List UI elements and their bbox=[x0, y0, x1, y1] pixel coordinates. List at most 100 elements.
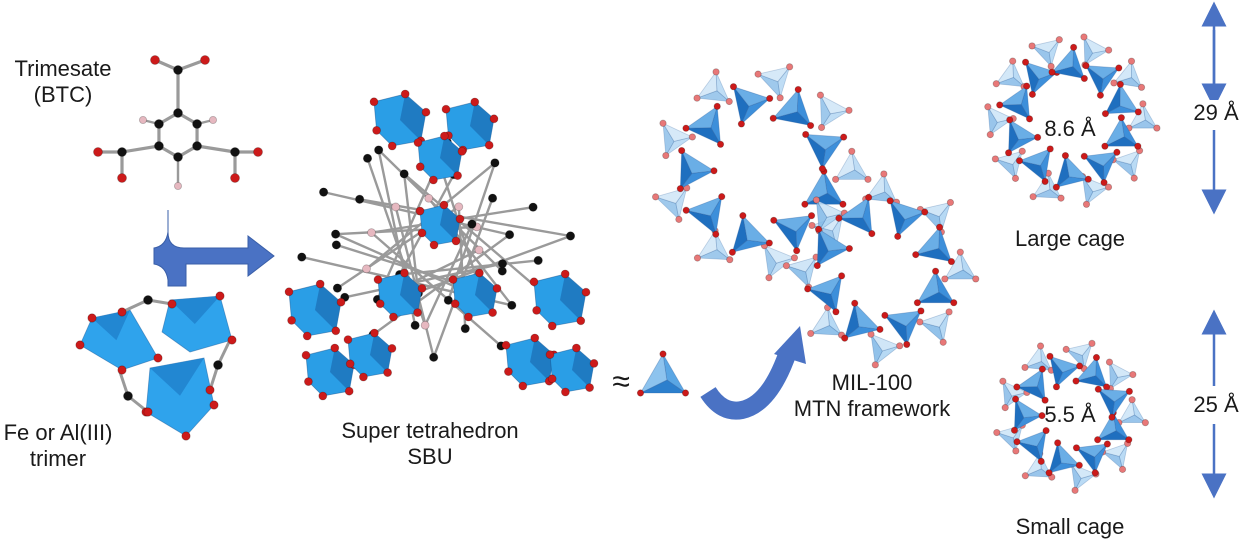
oxygen-atom bbox=[545, 350, 555, 360]
carbon-atom bbox=[297, 252, 307, 262]
oxygen-atom bbox=[1091, 469, 1099, 477]
oxygen-atom bbox=[153, 353, 163, 363]
oxygen-atom bbox=[1080, 152, 1088, 160]
tetrahedron-face bbox=[1084, 65, 1120, 80]
tetrahedron-face bbox=[1051, 66, 1086, 80]
tetrahedron-face bbox=[1015, 429, 1048, 447]
oxygen-atom bbox=[585, 383, 594, 393]
tetrahedron-face bbox=[1082, 151, 1119, 167]
tetrahedron-face bbox=[817, 228, 851, 252]
carbon-atom bbox=[154, 141, 164, 151]
oxygen-atom bbox=[991, 155, 999, 163]
curved-arrow-icon bbox=[700, 326, 806, 420]
oxygen-atom bbox=[945, 308, 953, 316]
oxygen-atom bbox=[470, 97, 480, 107]
oxygen-atom bbox=[75, 340, 85, 350]
tetrahedron-face bbox=[1023, 344, 1042, 369]
oxygen-atom bbox=[802, 130, 810, 139]
oxygen-atom bbox=[451, 236, 461, 246]
oxygen-atom bbox=[845, 244, 854, 253]
oxygen-atom bbox=[345, 359, 355, 369]
oxygen-atom bbox=[662, 151, 670, 160]
small-cage-size-label: 25 Å bbox=[1188, 392, 1244, 418]
oxygen-atom bbox=[814, 225, 823, 233]
oxygen-atom bbox=[415, 206, 425, 216]
tetrahedron-face bbox=[731, 215, 748, 254]
tetrahedron-face bbox=[1050, 46, 1075, 73]
carbon-atom bbox=[443, 295, 453, 305]
oxygen-atom bbox=[1105, 358, 1114, 366]
oxygen-atom bbox=[818, 165, 826, 173]
oxygen-atom bbox=[1102, 383, 1111, 391]
oxygen-atom bbox=[739, 212, 747, 220]
carbon-atom bbox=[374, 145, 384, 155]
oxygen-atom bbox=[518, 381, 528, 391]
oxygen-atom bbox=[1038, 365, 1046, 373]
oxygen-atom bbox=[474, 268, 484, 278]
oxygen-atom bbox=[1134, 142, 1142, 150]
tetrahedron-face bbox=[889, 200, 926, 220]
oxygen-atom bbox=[1015, 157, 1024, 165]
oxygen-atom bbox=[675, 215, 683, 223]
oxygen-atom bbox=[143, 407, 153, 417]
oxygen-atom bbox=[807, 329, 815, 338]
oxygen-atom bbox=[547, 374, 557, 384]
oxygen-atom bbox=[894, 232, 902, 240]
oxygen-atom bbox=[678, 146, 686, 155]
oxygen-atom bbox=[417, 283, 427, 293]
oxygen-atom bbox=[561, 387, 570, 397]
oxygen-atom bbox=[921, 208, 929, 216]
octahedron-face bbox=[315, 284, 341, 331]
oxygen-atom bbox=[766, 94, 774, 103]
tetrahedron-face bbox=[837, 196, 870, 219]
oxygen-atom bbox=[713, 102, 721, 110]
tetrahedron-face bbox=[696, 229, 718, 259]
oxygen-atom bbox=[399, 268, 409, 278]
oxygen-atom bbox=[413, 138, 423, 148]
oxygen-atom bbox=[807, 121, 815, 130]
tetrahedron-face bbox=[654, 187, 688, 204]
large-pore-size-label: 8.6 Å bbox=[1044, 116, 1096, 141]
mtn-framework bbox=[651, 63, 980, 369]
tetrahedron-face bbox=[1112, 60, 1132, 84]
oxygen-atom bbox=[589, 358, 599, 368]
trimesate-label: Trimesate (BTC) bbox=[14, 56, 112, 107]
oxygen-atom bbox=[1042, 426, 1050, 435]
oxygen-atom bbox=[845, 106, 853, 114]
carbon-atom bbox=[533, 255, 543, 266]
tetrahedron-face bbox=[935, 270, 955, 304]
super-tetrahedron-label: Super tetrahedron SBU bbox=[341, 418, 519, 469]
tetrahedron-face bbox=[1064, 154, 1090, 180]
oxygen-atom bbox=[1071, 486, 1079, 494]
oxygen-atom bbox=[331, 326, 341, 336]
tetrahedron-face bbox=[1101, 442, 1129, 457]
tetrahedron-face bbox=[1057, 441, 1081, 466]
oxygen-atom bbox=[1101, 142, 1109, 150]
oxygen-atom bbox=[1013, 438, 1021, 446]
carbon-atom bbox=[319, 187, 329, 197]
oxygen-atom bbox=[840, 133, 848, 141]
octahedron-face bbox=[470, 102, 494, 146]
oxygen-atom bbox=[1034, 133, 1042, 141]
oxygen-atom bbox=[1037, 457, 1045, 465]
oxygen-atom bbox=[117, 365, 127, 375]
oxygen-atom bbox=[1096, 91, 1105, 99]
oxygen-atom bbox=[1072, 377, 1080, 385]
oxygen-atom bbox=[1104, 183, 1113, 191]
oxygen-atom bbox=[429, 240, 439, 250]
oxygen-atom bbox=[1115, 64, 1123, 72]
oxygen-atom bbox=[448, 275, 458, 285]
bond bbox=[195, 144, 237, 154]
oxygen-atom bbox=[1028, 90, 1036, 98]
tetrahedron-face bbox=[679, 150, 693, 190]
oxygen-atom bbox=[659, 350, 667, 358]
oxygen-atom bbox=[284, 287, 294, 297]
tetrahedron-face bbox=[917, 291, 956, 304]
oxygen-atom bbox=[428, 175, 438, 185]
tetrahedron-face bbox=[864, 172, 886, 200]
tetrahedron-face bbox=[821, 136, 845, 169]
hydrogen-atom bbox=[173, 181, 182, 190]
bond bbox=[176, 58, 207, 72]
tetrahedron-face bbox=[1128, 119, 1159, 129]
hydrogen-atom bbox=[362, 264, 371, 274]
